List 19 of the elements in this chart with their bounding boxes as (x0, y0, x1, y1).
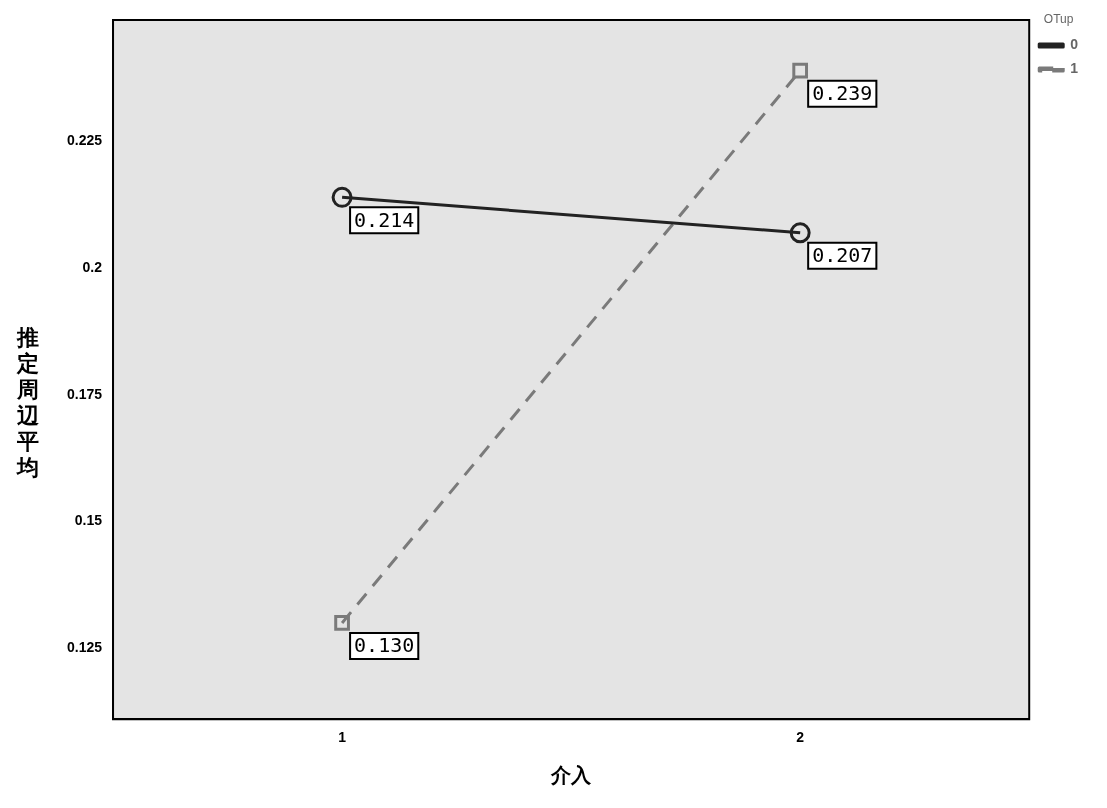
legend-title: OTup (1043, 12, 1074, 27)
legend-label: 0 (1070, 36, 1079, 53)
point (792, 62, 809, 79)
y-tick-label: 0.225 (66, 132, 103, 149)
y-tick-label: 0.175 (66, 385, 103, 402)
x-tick-label: 2 (796, 729, 805, 746)
y-axis-title: 推定周辺平均 (15, 325, 40, 481)
point (334, 615, 350, 631)
y-tick-label: 0.125 (66, 639, 103, 656)
data-label: 0.214 (354, 207, 415, 232)
data-label: 0.207 (812, 243, 873, 267)
x-axis-title: 介入 (550, 763, 593, 786)
data-label: 0.130 (354, 633, 415, 658)
data-label: 0.239 (812, 80, 873, 105)
point (789, 222, 811, 244)
point (331, 186, 353, 208)
legend-label: 1 (1070, 60, 1079, 77)
y-tick-label: 0.15 (74, 512, 103, 529)
y-tick-label: 0.2 (82, 259, 103, 276)
